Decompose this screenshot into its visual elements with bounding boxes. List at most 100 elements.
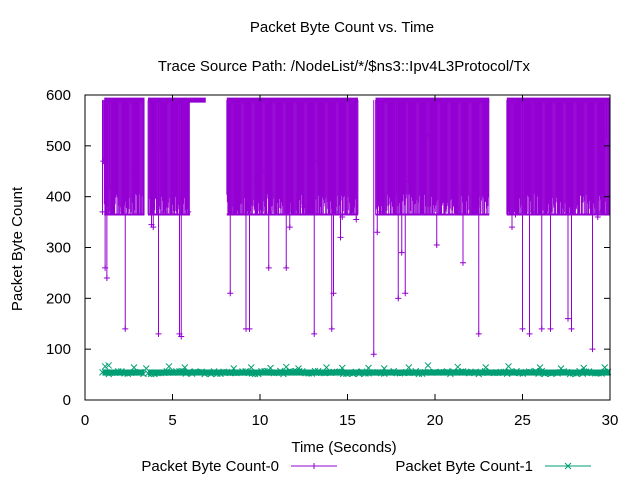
- series-packet-byte-count-0: [99, 97, 611, 358]
- series-0-point: [300, 203, 307, 210]
- series-1-point: [371, 369, 379, 376]
- series-0-point: [370, 351, 377, 358]
- legend-label-series-1: Packet Byte Count-1: [395, 458, 533, 475]
- series-0-point: [512, 211, 519, 218]
- series-1-point: [355, 370, 363, 378]
- series-1-point: [336, 368, 344, 375]
- series-1-point: [497, 368, 505, 376]
- series-0-point: [402, 290, 409, 297]
- series-0-point: [377, 208, 384, 215]
- x-tick-label: 30: [602, 412, 619, 429]
- series-1-point: [114, 368, 122, 375]
- series-0-point: [460, 259, 466, 266]
- series-1-point: [513, 367, 520, 375]
- legend-label-series-0: Packet Byte Count-0: [141, 458, 279, 475]
- x-axis-label: Time (Seconds): [291, 439, 396, 456]
- series-0-point: [603, 132, 610, 139]
- series-0-point: [253, 178, 260, 185]
- series-0-point: [122, 325, 129, 332]
- series-0-point: [565, 315, 571, 322]
- series-1-point: [339, 370, 347, 378]
- series-1-point: [198, 368, 205, 376]
- series-1-point: [179, 367, 187, 375]
- series-1-point: [295, 365, 302, 372]
- series-0-point: [265, 264, 272, 271]
- series-1-point: [361, 370, 369, 377]
- series-0-point: [409, 158, 416, 165]
- series-0-point: [258, 168, 265, 175]
- series-1-point: [576, 367, 583, 375]
- series-1-point: [563, 368, 571, 376]
- y-tick-label: 400: [46, 189, 71, 206]
- y-tick-label: 300: [46, 240, 71, 257]
- series-0-point: [267, 208, 274, 215]
- series-0-point: [509, 224, 515, 231]
- series-0-point: [453, 188, 459, 195]
- x-tick-label: 20: [427, 412, 444, 429]
- legend-sample-series-1: [545, 462, 591, 470]
- series-1-point: [165, 363, 173, 370]
- series-0-point: [157, 147, 164, 154]
- series-0-point: [598, 208, 605, 215]
- series-0-point: [185, 208, 192, 215]
- series-1-point: [108, 369, 116, 377]
- series-1-point: [591, 370, 599, 377]
- series-1-point: [380, 365, 388, 372]
- series-0-point: [178, 333, 185, 340]
- series-1-point: [242, 367, 250, 375]
- series-1-point: [99, 369, 106, 376]
- series-0-point: [229, 208, 235, 215]
- series-1-point: [505, 363, 512, 370]
- series-1-point: [454, 363, 462, 371]
- series-0-point: [594, 214, 601, 220]
- y-axis: 0 100 200 300 400 500 600: [46, 87, 610, 409]
- series-0-point: [332, 208, 339, 215]
- series-1-point: [503, 370, 511, 378]
- series-1-point: [210, 368, 218, 375]
- series-1-point: [536, 364, 544, 371]
- series-1-point: [213, 370, 221, 378]
- series-0-point: [124, 170, 130, 177]
- series-0-point: [405, 178, 412, 185]
- y-axis-label: Packet Byte Count: [9, 186, 26, 311]
- series-1-point: [182, 370, 190, 377]
- x-tick-label: 5: [168, 412, 176, 429]
- series-1-point: [349, 370, 357, 378]
- series-1-point: [217, 370, 224, 378]
- legend-sample-series-0: [291, 463, 337, 469]
- series-0-point: [103, 275, 110, 281]
- series-0-point: [374, 229, 381, 236]
- series-0-point: [579, 142, 585, 149]
- series-0-point: [433, 241, 440, 248]
- series-1-point: [424, 362, 432, 369]
- series-0-point: [547, 325, 554, 332]
- series-1-point: [130, 364, 138, 371]
- series-0-point: [395, 295, 402, 302]
- series-0-point: [519, 325, 526, 332]
- series-0-point: [349, 163, 356, 170]
- series-0-point: [339, 214, 346, 220]
- series-1-point: [102, 369, 110, 376]
- series-0-point: [568, 325, 575, 332]
- series-1-point: [282, 363, 290, 371]
- series-packet-byte-count-1: [99, 362, 612, 378]
- series-1-point: [365, 364, 372, 372]
- series-1-point: [273, 369, 281, 377]
- series-1-point: [247, 364, 255, 371]
- series-0-point: [337, 234, 344, 241]
- series-1-point: [314, 367, 322, 375]
- legend-marker-series-0: [311, 463, 317, 469]
- series-1-point: [443, 368, 451, 375]
- series-1-point: [580, 364, 588, 372]
- series-1-point: [142, 365, 150, 372]
- series-1-point: [405, 364, 413, 371]
- series-1-point: [267, 364, 274, 372]
- series-0-point: [589, 346, 596, 353]
- series-0-point: [475, 330, 482, 337]
- series-1-point: [176, 367, 183, 375]
- series-1-point: [298, 368, 306, 375]
- series-1-point: [188, 370, 196, 377]
- series-1-point: [330, 368, 338, 376]
- x-axis: 0 5 10 15 20 25 30: [81, 95, 619, 429]
